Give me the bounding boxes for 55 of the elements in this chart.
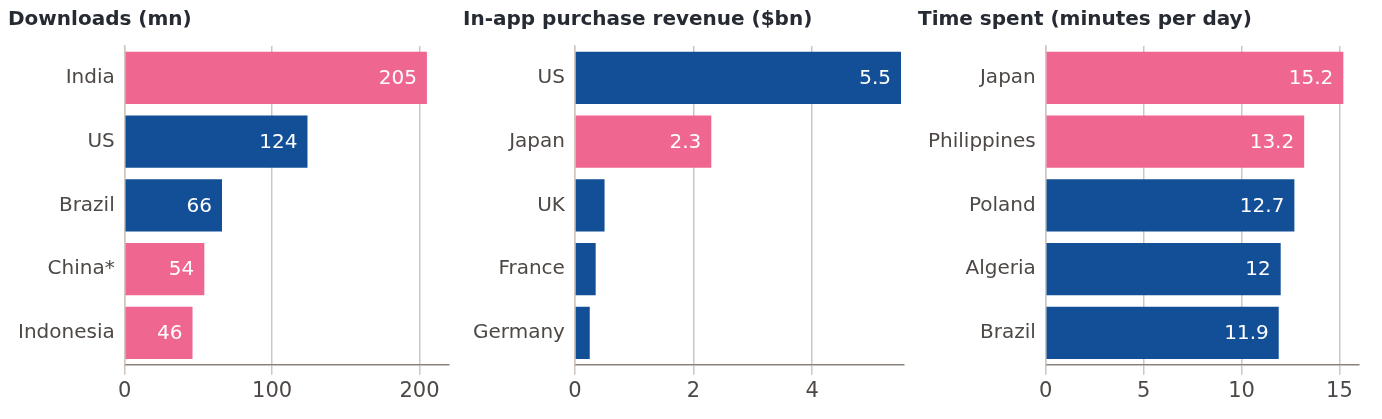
chart-title: Time spent (minutes per day) xyxy=(918,6,1252,31)
y-tick-label: Japan xyxy=(977,64,1036,89)
x-tick-label: 4 xyxy=(805,377,819,402)
data-label: 15.2 xyxy=(1288,65,1334,90)
bar xyxy=(575,179,605,232)
x-tick-label: 0 xyxy=(568,377,582,402)
data-label: 12 xyxy=(1245,256,1271,281)
bar xyxy=(575,306,590,360)
x-tick-label: 100 xyxy=(252,377,293,402)
bar xyxy=(1046,243,1281,296)
y-tick-label: US xyxy=(87,127,115,152)
bar xyxy=(1046,115,1305,168)
x-tick-label: 5 xyxy=(1136,377,1151,402)
x-tick-label: 200 xyxy=(399,377,440,402)
data-label: 66 xyxy=(186,192,212,217)
x-tick-label: 0 xyxy=(1039,377,1053,402)
x-tick-label: 0 xyxy=(118,377,132,402)
bar xyxy=(575,51,902,105)
x-tick-label: 10 xyxy=(1228,377,1255,402)
y-tick-label: China* xyxy=(47,255,115,280)
bar xyxy=(125,243,205,296)
bar xyxy=(1046,51,1344,105)
y-tick-label: Japan xyxy=(507,127,565,152)
data-label: 124 xyxy=(259,128,298,153)
y-tick-label: Philippines xyxy=(927,127,1036,152)
x-tick-label: 2 xyxy=(686,377,701,402)
y-tick-label: France xyxy=(498,255,565,280)
data-label: 13.2 xyxy=(1249,128,1295,153)
bar xyxy=(125,115,308,168)
y-tick-label: Poland xyxy=(968,191,1036,216)
x-tick-label: 15 xyxy=(1326,377,1353,402)
y-tick-label: Algeria xyxy=(965,255,1036,280)
data-label: 5.5 xyxy=(859,65,892,90)
bar xyxy=(125,51,427,105)
y-tick-label: UK xyxy=(537,191,566,216)
y-tick-label: Germany xyxy=(472,319,566,344)
bar xyxy=(1046,306,1279,360)
data-label: 12.7 xyxy=(1239,192,1285,217)
data-label: 11.9 xyxy=(1224,320,1269,345)
bar xyxy=(125,306,193,360)
data-label: 54 xyxy=(168,256,195,281)
y-tick-label: Brazil xyxy=(979,319,1036,344)
data-label: 205 xyxy=(378,65,417,90)
bar xyxy=(575,115,712,168)
data-label: 2.3 xyxy=(669,128,702,153)
y-tick-label: India xyxy=(65,64,115,89)
chart-title: In-app purchase revenue ($bn) xyxy=(463,6,813,31)
bar xyxy=(1046,179,1295,232)
chart-title: Downloads (mn) xyxy=(8,6,192,31)
bar xyxy=(575,243,596,296)
y-tick-label: Brazil xyxy=(58,191,115,216)
y-tick-label: Indonesia xyxy=(18,319,115,344)
data-label: 46 xyxy=(157,320,183,345)
bar xyxy=(125,179,222,232)
y-tick-label: US xyxy=(537,64,565,89)
